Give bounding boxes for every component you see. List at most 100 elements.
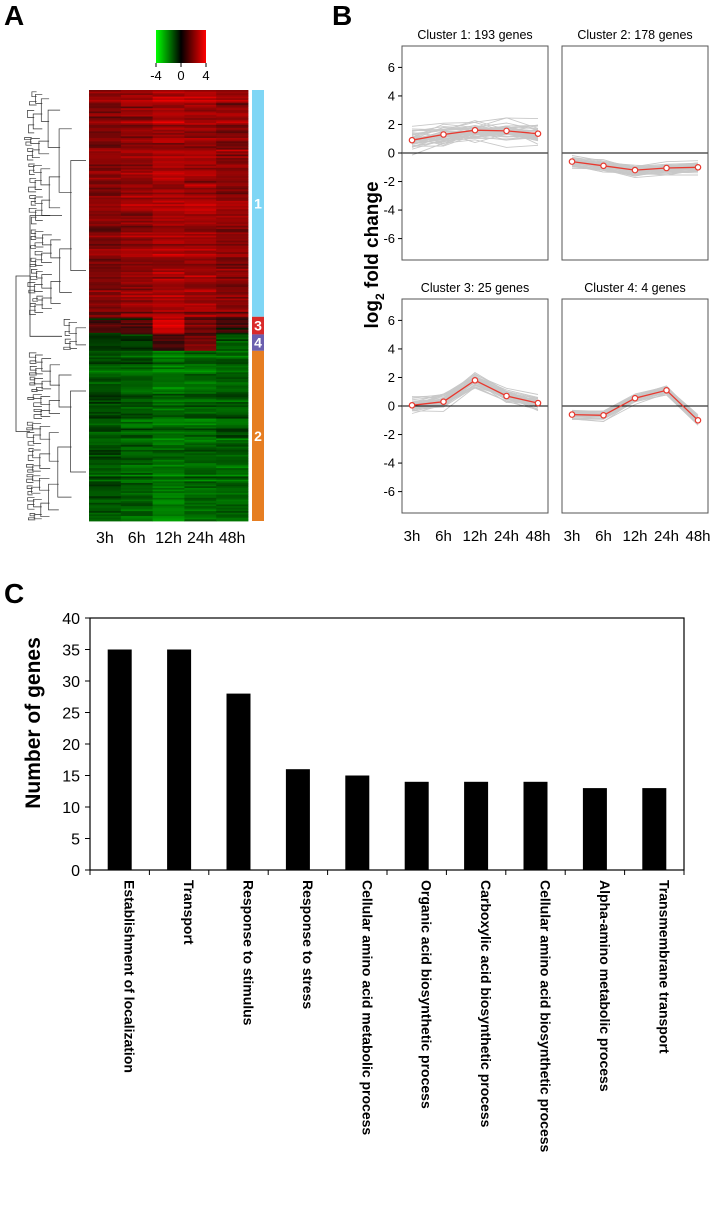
heatmap-cell: [89, 190, 122, 194]
heatmap-cell: [184, 172, 217, 175]
mean-point: [663, 164, 670, 172]
heatmap-cell: [89, 407, 122, 410]
heatmap-cell: [89, 240, 122, 243]
heatmap-cell: [120, 337, 153, 340]
heatmap-cell: [184, 357, 217, 360]
heatmap-cell: [89, 484, 122, 487]
heatmap-cell: [184, 489, 217, 492]
bar-category-label: Transmembrane transport: [656, 880, 672, 1054]
heatmap-cell: [120, 260, 153, 263]
heatmap-cell: [152, 344, 185, 347]
heatmap-cell: [120, 93, 153, 96]
heatmap-cell: [120, 273, 153, 276]
heatmap-cell: [120, 334, 153, 337]
heatmap-cell: [89, 209, 122, 212]
heatmap-cell: [184, 263, 217, 266]
heatmap-cell: [184, 253, 217, 256]
heatmap-cell: [184, 461, 217, 464]
heatmap-cell: [216, 469, 249, 472]
heatmap-cell: [120, 166, 153, 169]
heatmap-cell: [120, 300, 153, 303]
heatmap-cell: [89, 378, 122, 381]
heatmap-cell: [184, 197, 217, 200]
heatmap-cell: [184, 129, 217, 132]
heatmap-cell: [120, 496, 153, 499]
heatmap-cell: [89, 350, 122, 353]
heatmap-cell: [152, 114, 185, 117]
heatmap-cell: [120, 305, 153, 308]
heatmap-cell: [184, 200, 217, 203]
heatmap-cell: [152, 426, 185, 429]
heatmap-cell: [89, 390, 122, 393]
heatmap-cell: [89, 118, 122, 121]
heatmap-cell: [89, 385, 122, 388]
bar: [107, 649, 132, 870]
heatmap-cell: [152, 235, 185, 238]
heatmap-cell: [120, 181, 153, 184]
profile-y-tick: 4: [388, 341, 395, 356]
heatmap-cell: [216, 298, 249, 301]
heatmap-cell: [184, 420, 217, 423]
heatmap-cell: [216, 275, 249, 278]
heatmap-cell: [120, 461, 153, 464]
heatmap-cell: [216, 416, 249, 419]
heatmap-cell: [89, 119, 122, 122]
heatmap-cell: [184, 103, 217, 106]
heatmap-cell: [152, 179, 185, 182]
heatmap-cell: [89, 435, 122, 438]
heatmap-cell: [120, 154, 153, 157]
heatmap-cell: [120, 369, 153, 372]
heatmap-cell: [89, 207, 122, 210]
heatmap-cell: [184, 385, 217, 388]
heatmap-cell: [216, 360, 249, 363]
heatmap-cell: [89, 416, 122, 419]
heatmap-cell: [89, 171, 122, 174]
heatmap-cell: [152, 124, 185, 127]
heatmap-cell: [120, 378, 153, 381]
heatmap-cell: [152, 464, 185, 467]
heatmap-cell: [89, 104, 122, 107]
heatmap-cell: [152, 328, 185, 331]
heatmap-cell: [152, 367, 185, 370]
heatmap-cell: [184, 405, 217, 408]
heatmap-cell: [184, 280, 217, 283]
heatmap-cell: [152, 260, 185, 263]
heatmap-cell: [120, 479, 153, 482]
heatmap-cell: [152, 342, 185, 345]
heatmap-cell: [216, 247, 249, 250]
bar-category-label: Organic acid biosynthetic process: [419, 880, 435, 1109]
heatmap-cell: [216, 492, 249, 495]
bar-category-label: Cellular amino acid biosynthetic process: [538, 880, 554, 1153]
heatmap-cell: [184, 123, 217, 126]
heatmap-cell: [89, 224, 122, 227]
heatmap-cell: [184, 99, 217, 102]
heatmap-cell: [216, 138, 249, 141]
heatmap-cell: [152, 378, 185, 381]
heatmap-cell: [152, 425, 185, 428]
heatmap-cell: [216, 354, 249, 357]
heatmap-column-label: 3h: [96, 530, 114, 547]
heatmap-cell: [89, 267, 122, 270]
heatmap-cell: [152, 136, 185, 139]
heatmap-cell: [89, 189, 122, 192]
heatmap-cell: [152, 390, 185, 393]
heatmap-cell: [216, 326, 249, 329]
heatmap-cell: [184, 479, 217, 482]
heatmap-cell: [184, 300, 217, 303]
heatmap-cell: [152, 310, 185, 313]
heatmap-cell: [184, 313, 217, 316]
heatmap-cell: [89, 421, 122, 424]
heatmap-cell: [216, 423, 249, 426]
heatmap-cell: [152, 431, 185, 434]
heatmap-cell: [216, 166, 249, 169]
heatmap-cell: [152, 387, 185, 390]
heatmap-cell: [89, 252, 122, 255]
heatmap-cell: [89, 458, 122, 461]
heatmap-cell: [184, 194, 217, 197]
heatmap-cell: [184, 423, 217, 426]
heatmap-cell: [120, 318, 153, 321]
heatmap-cell: [216, 449, 249, 453]
heatmap-cell: [216, 426, 249, 429]
heatmap-cell: [89, 453, 122, 456]
heatmap-cell: [216, 303, 249, 306]
